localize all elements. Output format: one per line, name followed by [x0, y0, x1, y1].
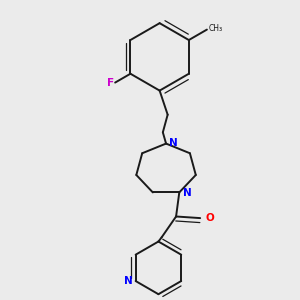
Text: CH₃: CH₃ [209, 25, 223, 34]
Text: N: N [182, 188, 191, 198]
Text: N: N [124, 276, 133, 286]
Text: N: N [169, 138, 178, 148]
Text: F: F [107, 78, 114, 88]
Text: O: O [206, 213, 215, 223]
